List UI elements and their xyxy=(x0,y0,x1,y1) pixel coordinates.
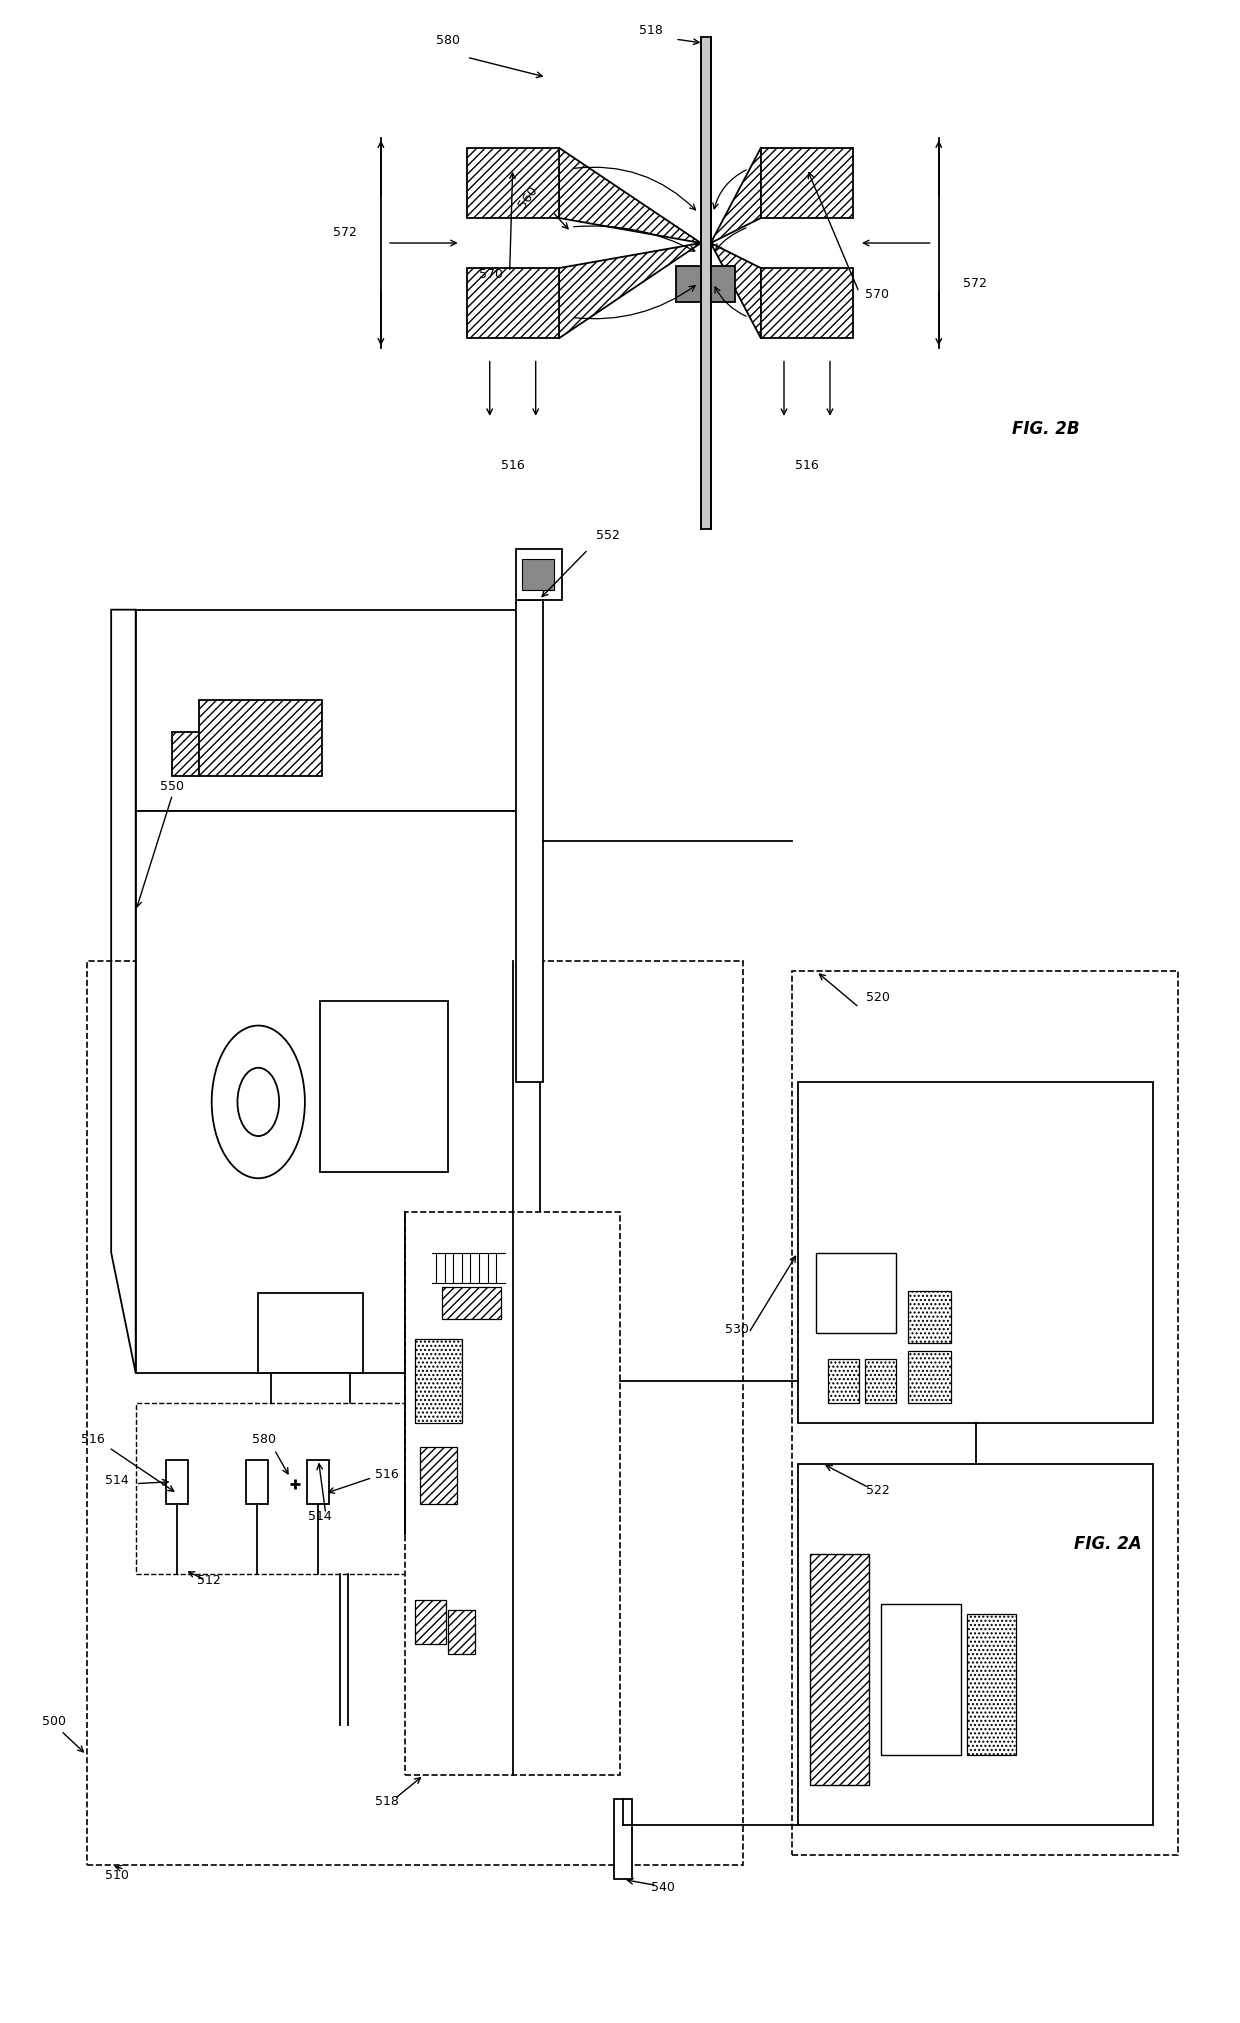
Bar xyxy=(522,560,554,589)
Text: 518: 518 xyxy=(376,1794,399,1809)
Text: 570: 570 xyxy=(866,287,889,301)
Text: 516: 516 xyxy=(501,459,525,471)
Bar xyxy=(449,1610,475,1655)
Bar xyxy=(415,1339,461,1424)
Bar xyxy=(866,1359,895,1404)
Bar xyxy=(797,1082,1153,1424)
Bar xyxy=(405,1212,620,1774)
Bar xyxy=(200,700,322,777)
Bar xyxy=(791,971,1178,1855)
Bar xyxy=(761,269,853,338)
Bar xyxy=(172,732,200,777)
Text: 552: 552 xyxy=(595,530,620,542)
Bar xyxy=(701,36,711,530)
Text: 572: 572 xyxy=(963,277,987,289)
Polygon shape xyxy=(711,243,761,338)
Text: 516: 516 xyxy=(81,1434,104,1446)
Bar xyxy=(166,1459,188,1503)
Bar xyxy=(676,267,701,301)
Bar xyxy=(466,148,559,218)
Polygon shape xyxy=(711,148,761,243)
Bar xyxy=(797,1463,1153,1825)
Bar xyxy=(828,1359,859,1404)
Bar xyxy=(516,599,543,1082)
Bar xyxy=(320,1001,449,1171)
Text: 540: 540 xyxy=(651,1881,675,1894)
Bar xyxy=(415,1600,446,1645)
Bar xyxy=(614,1798,632,1879)
Circle shape xyxy=(212,1026,305,1177)
Bar xyxy=(246,1459,268,1503)
Bar xyxy=(258,1293,362,1374)
Text: 560: 560 xyxy=(516,184,541,210)
Text: 514: 514 xyxy=(308,1509,331,1523)
Bar xyxy=(810,1554,869,1784)
Text: 530: 530 xyxy=(724,1323,749,1335)
Bar xyxy=(443,1287,501,1319)
Text: 522: 522 xyxy=(866,1483,889,1497)
Bar xyxy=(466,269,559,338)
Text: 512: 512 xyxy=(197,1574,221,1588)
Text: 570: 570 xyxy=(479,269,503,281)
Polygon shape xyxy=(559,243,701,338)
Bar xyxy=(967,1614,1016,1754)
Text: 510: 510 xyxy=(105,1869,129,1883)
Bar xyxy=(908,1351,951,1404)
Bar xyxy=(761,148,853,218)
Text: 500: 500 xyxy=(41,1716,66,1728)
Circle shape xyxy=(237,1068,279,1137)
Text: 580: 580 xyxy=(253,1434,277,1446)
Text: 580: 580 xyxy=(436,34,460,47)
Bar xyxy=(135,811,541,1374)
Text: 518: 518 xyxy=(639,24,662,36)
Bar xyxy=(420,1448,456,1503)
Polygon shape xyxy=(112,609,135,1374)
Bar xyxy=(270,1513,320,1544)
Text: 550: 550 xyxy=(160,781,185,793)
Bar xyxy=(135,609,541,811)
Polygon shape xyxy=(559,148,701,243)
Bar xyxy=(308,1459,330,1503)
Polygon shape xyxy=(322,700,418,777)
Text: 514: 514 xyxy=(105,1473,129,1487)
Text: 516: 516 xyxy=(795,459,818,471)
Bar xyxy=(816,1252,895,1333)
Text: FIG. 2B: FIG. 2B xyxy=(1012,421,1080,437)
Bar xyxy=(516,550,563,599)
Text: 572: 572 xyxy=(332,227,356,239)
Bar xyxy=(882,1604,961,1754)
Text: 516: 516 xyxy=(376,1467,399,1481)
Bar xyxy=(711,267,735,301)
Bar xyxy=(270,1374,350,1453)
Text: 520: 520 xyxy=(866,991,889,1005)
Bar xyxy=(135,1404,472,1574)
Bar xyxy=(908,1291,951,1343)
Text: FIG. 2A: FIG. 2A xyxy=(1074,1535,1141,1554)
Bar xyxy=(87,961,743,1865)
